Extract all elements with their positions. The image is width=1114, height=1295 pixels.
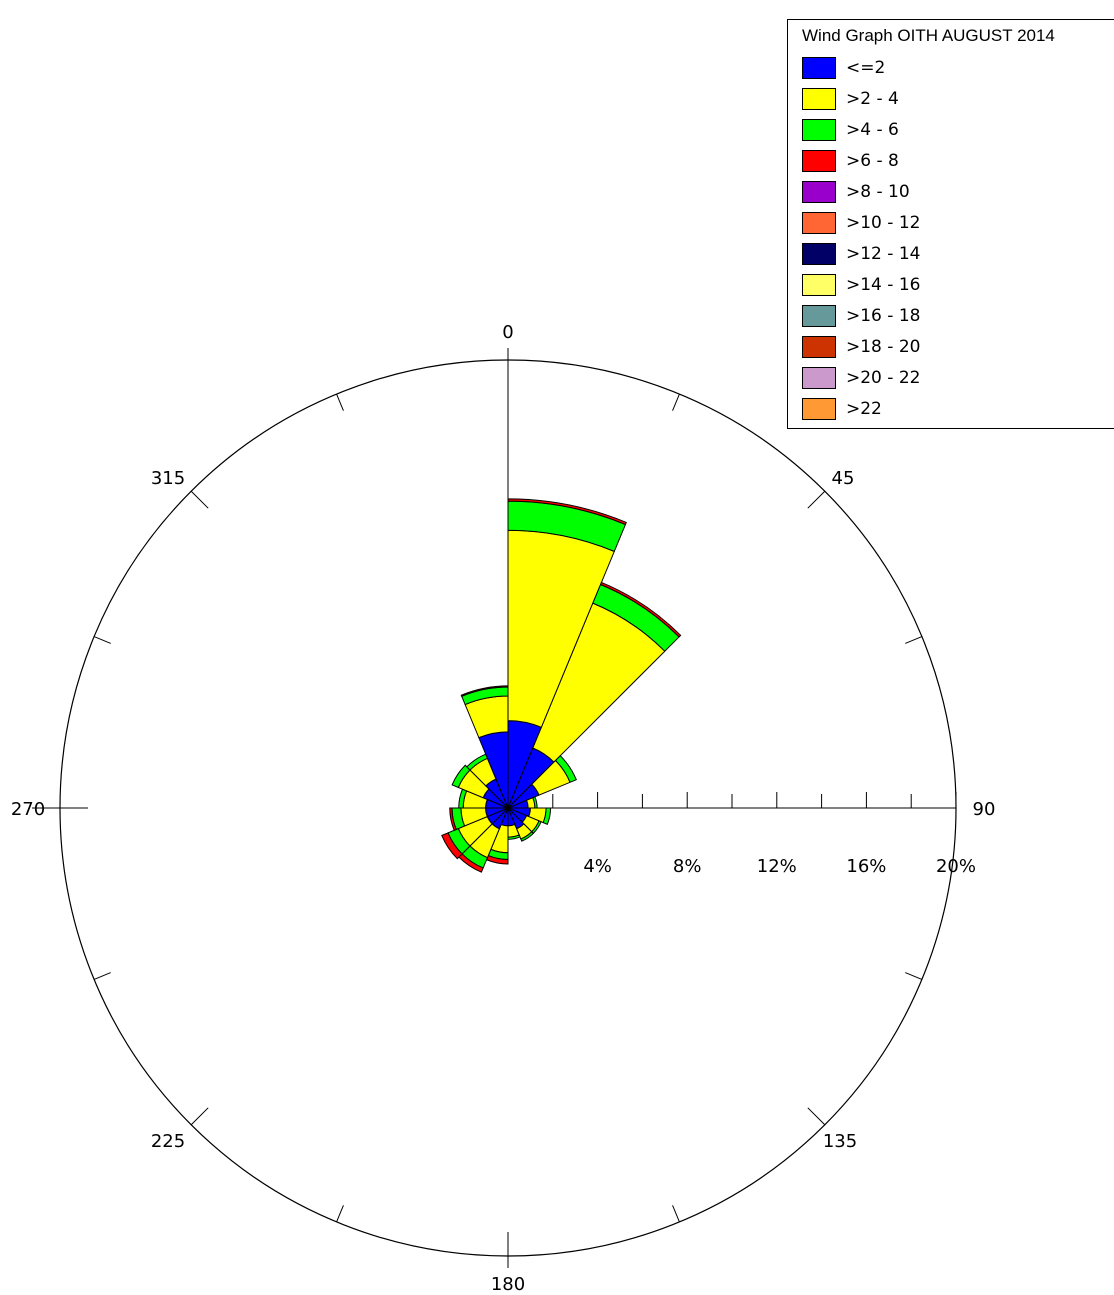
direction-label: 0 xyxy=(502,322,513,343)
direction-label: 225 xyxy=(151,1131,185,1152)
legend-swatch xyxy=(802,150,836,172)
radial-tick-label: 4% xyxy=(583,856,612,877)
sector-2-bin-2 xyxy=(554,755,577,783)
ring-tick xyxy=(336,393,344,411)
ring-tick xyxy=(93,972,111,980)
direction-label: 90 xyxy=(973,799,996,820)
sector-1-bin-3 xyxy=(599,581,682,638)
direction-label: 135 xyxy=(823,1131,857,1152)
legend-label: >2 - 4 xyxy=(846,89,899,109)
legend-swatch xyxy=(802,88,836,110)
legend-swatch xyxy=(802,305,836,327)
legend-label: >12 - 14 xyxy=(846,244,921,264)
direction-label: 270 xyxy=(11,799,45,820)
legend: Wind Graph OITH AUGUST 2014 <=2 >2 - 4 >4 … xyxy=(787,19,1114,429)
ring-tick xyxy=(807,490,826,509)
legend-label: >6 - 8 xyxy=(846,151,899,171)
ring-tick xyxy=(190,1107,209,1126)
ring-tick xyxy=(336,1205,344,1223)
legend-swatch xyxy=(802,336,836,358)
direction-label: 45 xyxy=(832,468,855,489)
radial-tick-label: 12% xyxy=(757,856,797,877)
legend-label: >18 - 20 xyxy=(846,337,921,357)
ring-tick xyxy=(672,393,680,411)
legend-swatch xyxy=(802,243,836,265)
ring-tick xyxy=(672,1205,680,1223)
legend-swatch xyxy=(802,119,836,141)
ring-tick xyxy=(905,636,923,644)
radial-tick-label: 16% xyxy=(846,856,886,877)
sector-4-bin-2 xyxy=(542,807,552,825)
sector-0-bin-3 xyxy=(507,498,627,526)
direction-label: 180 xyxy=(491,1274,525,1295)
direction-label: 315 xyxy=(151,468,185,489)
legend-label: >8 - 10 xyxy=(846,182,910,202)
ring-tick xyxy=(93,636,111,644)
legend-swatch xyxy=(802,398,836,420)
legend-label: >20 - 22 xyxy=(846,368,921,388)
legend-swatch xyxy=(802,274,836,296)
legend-label: >22 xyxy=(846,399,882,419)
sector-6-bin-2 xyxy=(520,831,535,842)
sector-11-bin-3 xyxy=(449,807,457,831)
ring-tick xyxy=(190,490,209,509)
legend-swatch xyxy=(802,57,836,79)
radial-tick-label: 8% xyxy=(673,856,702,877)
ring-tick xyxy=(905,972,923,980)
axis-layer xyxy=(32,348,957,1268)
legend-label: >14 - 16 xyxy=(846,275,921,295)
labels-layer: 4% 8% 12% 16% 20% 0 45 90 135 180 225 270 315 xyxy=(11,322,996,1295)
legend-swatch xyxy=(802,367,836,389)
legend-title: Wind Graph OITH AUGUST 2014 xyxy=(802,26,1055,45)
legend-swatch xyxy=(802,212,836,234)
legend-label: >10 - 12 xyxy=(846,213,921,233)
legend-label: >16 - 18 xyxy=(846,306,921,326)
legend-label: >4 - 6 xyxy=(846,120,899,140)
legend-label: <=2 xyxy=(846,58,886,78)
legend-swatch xyxy=(802,181,836,203)
ring-tick xyxy=(807,1107,826,1126)
sector-10-bin-3 xyxy=(441,832,463,860)
radial-tick-label: 20% xyxy=(936,856,976,877)
sectors-layer xyxy=(441,498,682,873)
